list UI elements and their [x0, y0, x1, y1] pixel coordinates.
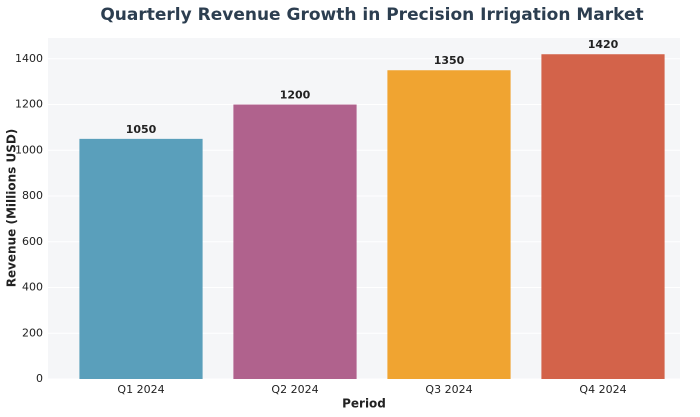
y-tick-label: 0	[36, 372, 43, 385]
value-label: 1050	[126, 123, 157, 136]
x-tick-label: Q1 2024	[117, 383, 164, 396]
y-tick-label: 800	[22, 189, 43, 202]
y-axis-label: Revenue (Millions USD)	[5, 129, 19, 288]
value-label: 1420	[588, 38, 619, 51]
chart-title: Quarterly Revenue Growth in Precision Ir…	[100, 5, 643, 25]
y-tick-label: 1200	[15, 98, 43, 111]
value-label: 1350	[434, 54, 465, 67]
value-label: 1200	[280, 89, 311, 102]
bar	[79, 138, 203, 379]
y-tick-label: 1400	[15, 52, 43, 65]
x-axis-label: Period	[342, 397, 386, 411]
y-tick-label: 600	[22, 235, 43, 248]
bar	[233, 104, 357, 380]
y-tick-label: 1000	[15, 143, 43, 156]
bar	[387, 70, 511, 379]
y-tick-label: 200	[22, 326, 43, 339]
x-tick-label: Q3 2024	[425, 383, 472, 396]
x-tick-label: Q4 2024	[579, 383, 626, 396]
x-tick-label: Q2 2024	[271, 383, 318, 396]
bar	[541, 54, 665, 379]
y-tick-label: 400	[22, 281, 43, 294]
